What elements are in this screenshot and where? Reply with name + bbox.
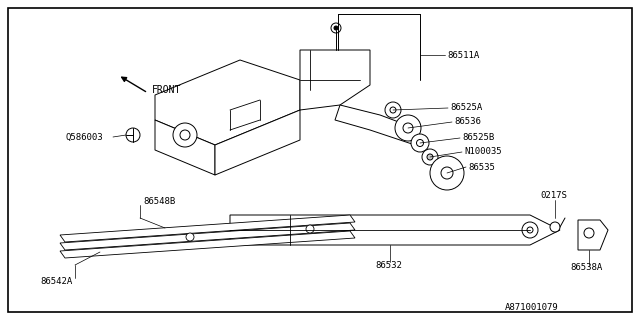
Polygon shape	[335, 105, 420, 145]
Circle shape	[550, 222, 560, 232]
Polygon shape	[60, 215, 355, 242]
Circle shape	[411, 134, 429, 152]
Circle shape	[385, 102, 401, 118]
Circle shape	[173, 123, 197, 147]
Text: 86536: 86536	[454, 117, 481, 126]
Text: 86511A: 86511A	[447, 51, 479, 60]
Text: FRONT: FRONT	[152, 85, 181, 95]
Polygon shape	[60, 231, 355, 258]
Circle shape	[441, 167, 453, 179]
Polygon shape	[578, 220, 608, 250]
Text: Q586003: Q586003	[65, 132, 102, 141]
Circle shape	[584, 228, 594, 238]
Circle shape	[403, 123, 413, 133]
Text: 86535: 86535	[468, 163, 495, 172]
Circle shape	[395, 115, 421, 141]
Text: 86525B: 86525B	[462, 133, 494, 142]
Circle shape	[422, 149, 438, 165]
Circle shape	[331, 23, 341, 33]
Text: 86532: 86532	[375, 261, 402, 270]
Circle shape	[527, 227, 533, 233]
Circle shape	[186, 233, 194, 241]
Text: 86538A: 86538A	[570, 263, 602, 273]
Text: 86542A: 86542A	[40, 276, 72, 285]
Polygon shape	[155, 120, 215, 175]
Circle shape	[417, 140, 424, 147]
Polygon shape	[215, 110, 300, 175]
Circle shape	[306, 225, 314, 233]
Polygon shape	[300, 50, 370, 110]
Text: N100035: N100035	[464, 148, 502, 156]
Circle shape	[334, 26, 338, 30]
Text: 86525A: 86525A	[450, 103, 483, 113]
Text: A871001079: A871001079	[505, 303, 559, 313]
Circle shape	[180, 130, 190, 140]
Circle shape	[126, 128, 140, 142]
Circle shape	[430, 156, 464, 190]
Polygon shape	[60, 223, 355, 250]
Circle shape	[427, 154, 433, 160]
Text: 0217S: 0217S	[540, 191, 567, 201]
Text: 86548B: 86548B	[143, 197, 175, 206]
Polygon shape	[230, 215, 560, 245]
Circle shape	[390, 107, 396, 113]
Circle shape	[522, 222, 538, 238]
Polygon shape	[155, 60, 300, 145]
